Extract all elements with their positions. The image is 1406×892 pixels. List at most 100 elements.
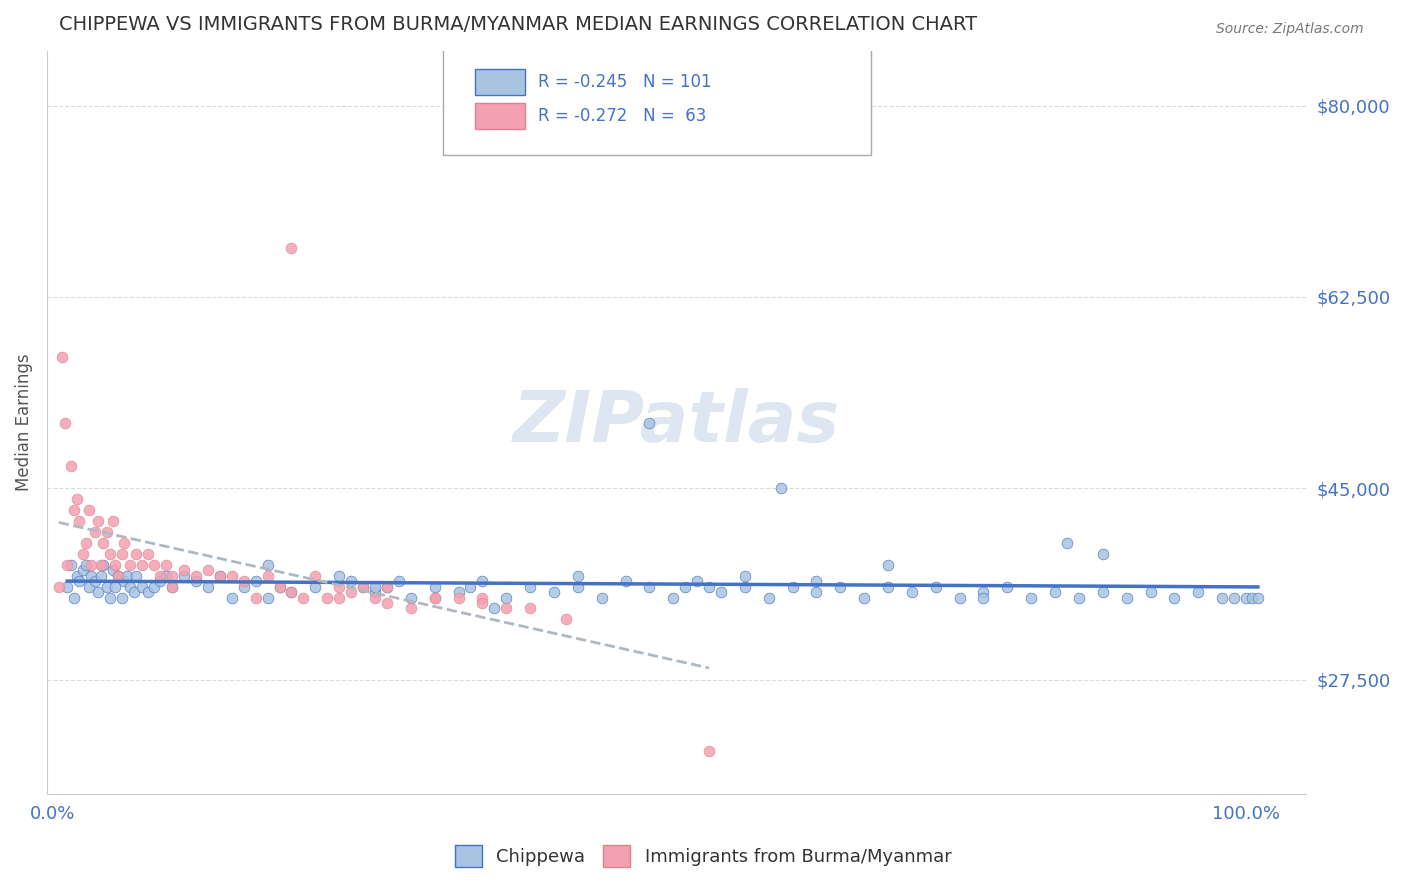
Point — [101, 563, 124, 577]
Point — [91, 558, 114, 572]
Point — [63, 591, 86, 605]
Point — [1247, 591, 1270, 605]
Point — [328, 580, 350, 594]
Point — [125, 547, 148, 561]
Point — [399, 601, 422, 615]
Point — [1091, 585, 1114, 599]
Point — [269, 580, 291, 594]
Point — [53, 416, 76, 430]
Point — [91, 536, 114, 550]
Point — [232, 574, 254, 589]
Point — [114, 536, 136, 550]
Point — [66, 492, 89, 507]
Point — [340, 574, 363, 589]
Point — [120, 558, 142, 572]
Point — [111, 591, 134, 605]
Point — [80, 568, 103, 582]
Text: CHIPPEWA VS IMMIGRANTS FROM BURMA/MYANMAR MEDIAN EARNINGS CORRELATION CHART: CHIPPEWA VS IMMIGRANTS FROM BURMA/MYANMA… — [59, 15, 977, 34]
Point — [471, 574, 494, 589]
Point — [87, 585, 110, 599]
Point — [901, 585, 924, 599]
Point — [98, 591, 121, 605]
Point — [352, 580, 374, 594]
Point — [87, 514, 110, 528]
Point — [388, 574, 411, 589]
Point — [567, 568, 589, 582]
Point — [1056, 536, 1078, 550]
Point — [125, 568, 148, 582]
Point — [364, 580, 387, 594]
Point — [614, 574, 637, 589]
Point — [853, 591, 876, 605]
Point — [447, 591, 470, 605]
Point — [72, 563, 94, 577]
Point — [280, 585, 302, 599]
Legend: Chippewa, Immigrants from Burma/Myanmar: Chippewa, Immigrants from Burma/Myanmar — [447, 838, 959, 874]
Point — [1223, 591, 1246, 605]
Point — [375, 580, 398, 594]
Point — [59, 558, 82, 572]
Point — [149, 568, 172, 582]
Point — [662, 591, 685, 605]
Point — [495, 601, 517, 615]
Point — [96, 524, 118, 539]
Point — [304, 568, 326, 582]
Point — [638, 580, 661, 594]
Point — [72, 547, 94, 561]
Point — [155, 568, 177, 582]
Point — [352, 580, 374, 594]
Point — [734, 568, 756, 582]
Point — [143, 580, 166, 594]
Bar — [475, 103, 526, 129]
Text: R = -0.272   N =  63: R = -0.272 N = 63 — [538, 107, 706, 125]
Point — [221, 568, 243, 582]
Point — [173, 568, 195, 582]
Point — [460, 580, 482, 594]
Point — [101, 514, 124, 528]
Point — [197, 563, 219, 577]
Point — [1067, 591, 1090, 605]
Point — [160, 580, 183, 594]
Point — [304, 580, 326, 594]
Point — [471, 591, 494, 605]
Point — [292, 591, 315, 605]
Point — [328, 591, 350, 605]
Point — [1091, 547, 1114, 561]
Point — [375, 580, 398, 594]
Point — [149, 574, 172, 589]
Point — [364, 585, 387, 599]
Point — [221, 591, 243, 605]
Point — [208, 568, 231, 582]
Point — [567, 580, 589, 594]
Point — [63, 503, 86, 517]
Point — [673, 580, 696, 594]
Point — [269, 580, 291, 594]
Point — [115, 568, 138, 582]
Point — [519, 580, 541, 594]
Point — [245, 591, 267, 605]
Point — [83, 524, 105, 539]
Point — [184, 574, 207, 589]
Point — [686, 574, 709, 589]
Point — [1163, 591, 1185, 605]
Point — [995, 580, 1018, 594]
Point — [256, 568, 278, 582]
Point — [155, 558, 177, 572]
Point — [543, 585, 565, 599]
Text: R = -0.245   N = 101: R = -0.245 N = 101 — [538, 73, 711, 92]
Point — [1115, 591, 1137, 605]
Point — [806, 585, 828, 599]
Point — [734, 580, 756, 594]
Point — [495, 591, 517, 605]
Point — [245, 574, 267, 589]
Point — [697, 580, 720, 594]
Point — [77, 503, 100, 517]
Point — [697, 744, 720, 758]
Point — [877, 580, 900, 594]
Point — [471, 596, 494, 610]
Point — [136, 585, 159, 599]
Point — [1240, 591, 1263, 605]
Point — [67, 514, 90, 528]
Point — [972, 585, 994, 599]
Point — [143, 558, 166, 572]
